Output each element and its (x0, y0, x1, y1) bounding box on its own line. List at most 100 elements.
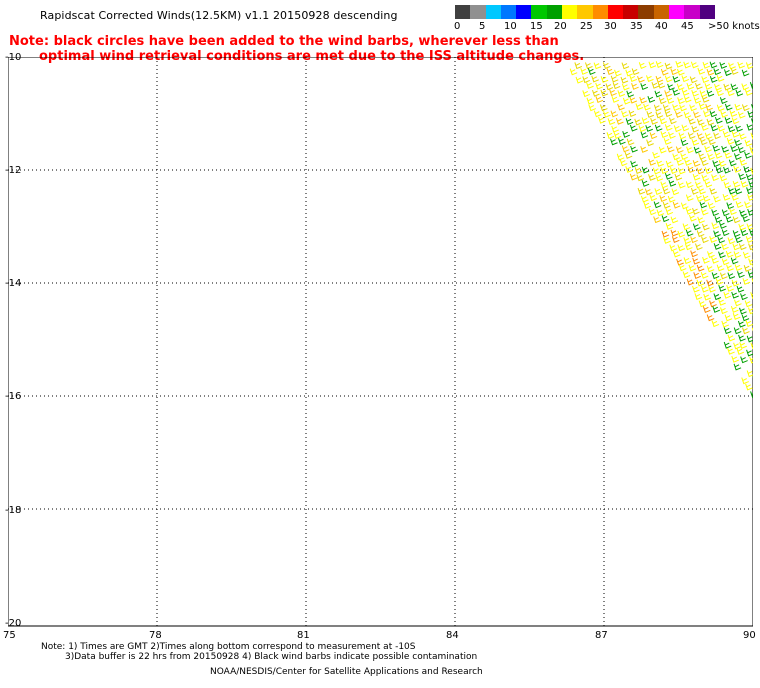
wind-barb (745, 383, 753, 391)
wind-barb (652, 167, 661, 175)
graticule (8, 57, 753, 626)
wind-barb (629, 124, 638, 132)
colorbar-swatch (592, 5, 608, 19)
wind-barb (582, 90, 590, 98)
wind-barb (665, 223, 674, 230)
wind-barb (641, 180, 650, 187)
wind-barb (744, 139, 753, 147)
wind-barb (664, 75, 673, 83)
wind-barb (751, 278, 753, 284)
wind-barb (731, 193, 739, 201)
wind-barb (676, 83, 685, 91)
wind-barb (738, 173, 746, 180)
wind-barb (739, 209, 747, 217)
wind-barb (593, 62, 602, 70)
wind-barb (739, 158, 748, 166)
wind-barb (740, 229, 749, 237)
wind-barb (741, 104, 750, 112)
wind-barb (626, 90, 634, 98)
wind-barb (685, 207, 694, 215)
colorbar-swatch (699, 5, 715, 19)
wind-barb (711, 256, 719, 264)
wind-barb (654, 188, 663, 196)
colorbar-swatch (607, 5, 624, 19)
wind-barb (619, 159, 628, 167)
wind-barb (670, 216, 679, 224)
wind-barb (712, 306, 720, 313)
wind-barb (695, 181, 703, 189)
wind-barb (737, 146, 746, 154)
wind-barb (691, 138, 700, 146)
wind-barb (736, 285, 745, 293)
wind-barb (683, 61, 691, 69)
wind-barb (699, 138, 708, 146)
wind-barb (699, 90, 708, 98)
wind-barb (622, 131, 630, 138)
wind-barb (734, 299, 742, 307)
wind-barb (647, 96, 656, 103)
wind-barb (740, 180, 749, 188)
wind-barb (667, 195, 676, 203)
wind-barb (750, 118, 753, 125)
wind-barb (726, 202, 735, 210)
wind-barb (672, 75, 681, 83)
wind-barb (698, 102, 707, 110)
wind-barb (726, 137, 735, 145)
wind-barb (670, 229, 679, 237)
wind-barb (649, 132, 658, 140)
wind-barb (714, 116, 723, 124)
wind-barb (691, 89, 699, 97)
wind-barb (682, 271, 691, 279)
wind-barb (721, 320, 730, 328)
wind-barb (669, 167, 678, 174)
wind-barb (628, 110, 637, 117)
wind-barb (745, 320, 753, 327)
wind-barb (689, 104, 697, 112)
wind-barb (751, 327, 753, 332)
wind-barb (709, 236, 717, 243)
wind-barb (720, 110, 728, 118)
wind-barb (746, 349, 753, 357)
wind-barb (651, 81, 660, 89)
colorbar-swatch (684, 5, 700, 19)
wind-barb (612, 82, 621, 90)
wind-barb (713, 243, 722, 250)
wind-barb (724, 314, 733, 322)
wind-barb (727, 347, 735, 355)
wind-barb (733, 363, 742, 371)
wind-barb (746, 335, 753, 343)
wind-barb (727, 125, 736, 133)
wind-barb (708, 285, 716, 293)
map-frame (8, 57, 753, 627)
wind-barb (692, 285, 700, 293)
wind-barb (694, 82, 703, 90)
wind-barb (726, 284, 734, 292)
wind-barb (696, 118, 705, 126)
wind-barb (683, 95, 692, 103)
wind-barb (702, 61, 711, 69)
wind-barb (731, 291, 739, 299)
wind-barb (599, 104, 608, 112)
wind-barb (679, 104, 687, 112)
wind-barb (667, 83, 675, 91)
wind-barb (653, 201, 662, 209)
wind-barb (700, 124, 709, 131)
wind-barb (724, 117, 733, 124)
wind-barb (678, 132, 687, 140)
wind-barb (656, 209, 665, 217)
wind-barb (672, 88, 680, 96)
wind-barb (713, 195, 721, 203)
wind-barb (696, 230, 705, 238)
wind-barb (663, 138, 672, 145)
wind-barb (737, 320, 746, 328)
wind-barb (621, 62, 630, 70)
wind-barb (676, 158, 684, 166)
wind-barb (713, 132, 721, 140)
wind-barb (729, 110, 738, 118)
wind-barb (719, 272, 728, 280)
wind-barb (695, 243, 703, 251)
wind-barb (745, 62, 753, 70)
wind-barb (674, 173, 683, 181)
wind-barb (702, 306, 711, 313)
wind-barb (688, 214, 697, 222)
